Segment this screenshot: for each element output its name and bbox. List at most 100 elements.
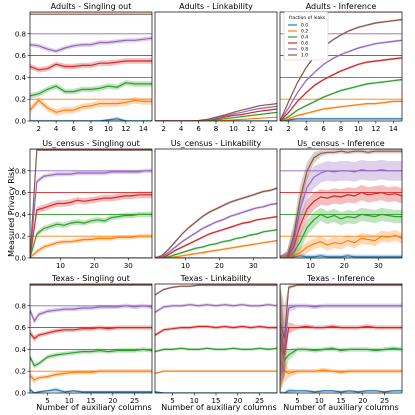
y-tick-label: 0.6	[15, 324, 27, 332]
y-tick-label: 0.2	[15, 368, 26, 376]
panel-7: Texas - Linkability 5 10 15 20 25	[154, 274, 278, 405]
x-tick-label: 4	[54, 125, 59, 133]
x-tick-label: 2	[161, 125, 165, 133]
x-tick-label: 15	[337, 397, 346, 405]
x-tick-label: 2	[36, 125, 40, 133]
x-tick-label: 6	[196, 125, 201, 133]
x-tick-label: 8	[339, 125, 343, 133]
series-band	[155, 303, 277, 314]
y-axis-label: Measured Privacy Risk	[7, 167, 16, 257]
x-tick-label: 25	[255, 397, 264, 405]
panel-title: Us_census - Singling out	[42, 139, 139, 148]
series-line	[30, 348, 152, 367]
x-axis-label-right: Number of auxiliary columns	[283, 403, 398, 412]
x-tick-label: 10	[56, 262, 65, 270]
legend: fraction of leaks 0.00.20.40.60.81.0	[283, 11, 329, 61]
x-tick-label: 4	[304, 125, 309, 133]
series-line	[30, 60, 152, 71]
series-line	[280, 169, 402, 258]
series-band	[155, 202, 277, 258]
x-tick-label: 5	[295, 397, 299, 405]
series-band	[280, 159, 402, 258]
legend-items: 0.00.20.40.60.81.0	[288, 23, 308, 59]
series-line	[280, 191, 402, 258]
legend-label: 0.4	[301, 35, 308, 41]
panel-title: Us_census - Inference	[297, 139, 384, 148]
y-tick-label: 0.0	[15, 118, 26, 126]
panel-5: Us_census - Inference 10 20 30	[279, 139, 403, 270]
series-line	[30, 370, 152, 381]
legend-label: 0.2	[301, 29, 308, 35]
series-line	[280, 390, 402, 393]
panel-title: Adults - Singling out	[51, 2, 132, 11]
series-line	[155, 284, 277, 296]
x-tick-label: 2	[286, 125, 290, 133]
series-line	[280, 39, 402, 121]
axes-frame	[154, 283, 278, 394]
plot-area	[30, 284, 152, 393]
y-tick-label: 0.4	[15, 74, 27, 82]
panel-title: Adults - Linkability	[179, 2, 253, 11]
panel-4: Us_census - Linkability 10 20 30	[154, 139, 278, 270]
series-line	[155, 304, 277, 313]
series-line	[155, 240, 277, 258]
series-line	[30, 82, 152, 97]
series-line	[155, 202, 277, 258]
x-tick-label: 15	[87, 397, 96, 405]
x-axis-label-left: Number of auxiliary columns	[36, 403, 151, 412]
x-tick-label: 10	[190, 397, 199, 405]
y-tick-label: 0.8	[15, 167, 26, 175]
x-tick-label: 10	[65, 397, 74, 405]
plot-area	[155, 186, 277, 258]
x-tick-label: 20	[90, 262, 99, 270]
series-line	[30, 37, 152, 52]
y-tick-label: 0.6	[15, 52, 27, 60]
x-tick-label: 12	[121, 125, 130, 133]
series-line	[155, 229, 277, 258]
series-line	[155, 347, 277, 353]
x-tick-label: 14	[389, 125, 398, 133]
axes-frame	[29, 148, 153, 259]
plot-area	[30, 149, 152, 258]
x-tick-label: 30	[374, 262, 383, 270]
plot-area	[155, 284, 277, 393]
x-tick-label: 5	[170, 397, 174, 405]
series-line	[280, 150, 402, 258]
legend-title: fraction of leaks	[289, 15, 326, 21]
series-line	[280, 360, 402, 375]
series-line	[280, 57, 402, 121]
series-line	[280, 100, 402, 121]
plot-area	[280, 284, 402, 393]
panel-title: Adults - Inference	[306, 2, 377, 11]
panel-0: Adults - Singling out 2 4 6 8 10 12 14 0.0 0.2 0.4…	[15, 2, 153, 133]
x-tick-label: 10	[354, 125, 363, 133]
legend-label: 0.0	[301, 23, 308, 29]
plot-area	[155, 103, 277, 121]
series-line	[280, 213, 402, 258]
x-tick-label: 8	[89, 125, 93, 133]
series-band	[280, 284, 402, 383]
series-line	[30, 305, 152, 323]
y-tick-label: 0.4	[15, 211, 27, 219]
series-line	[280, 305, 402, 350]
series-line	[280, 255, 402, 258]
x-tick-label: 10	[181, 262, 190, 270]
series-line	[155, 216, 277, 258]
series-line	[155, 111, 277, 121]
panel-1: Adults - Linkability 2 4 6 8 10 12 14	[154, 2, 278, 133]
series-band	[280, 185, 402, 258]
axes-frame	[154, 148, 278, 259]
y-tick-label: 0.8	[15, 302, 26, 310]
panel-title: Texas - Inference	[306, 274, 375, 283]
x-tick-label: 20	[358, 397, 367, 405]
series-line	[155, 370, 277, 374]
series-line	[30, 149, 152, 258]
x-tick-label: 20	[340, 262, 349, 270]
x-tick-label: 10	[104, 125, 113, 133]
series-band	[280, 149, 402, 258]
legend-frame	[283, 11, 329, 61]
series-band	[30, 116, 152, 121]
x-tick-label: 30	[124, 262, 133, 270]
x-tick-label: 10	[229, 125, 238, 133]
series-band	[30, 211, 152, 258]
